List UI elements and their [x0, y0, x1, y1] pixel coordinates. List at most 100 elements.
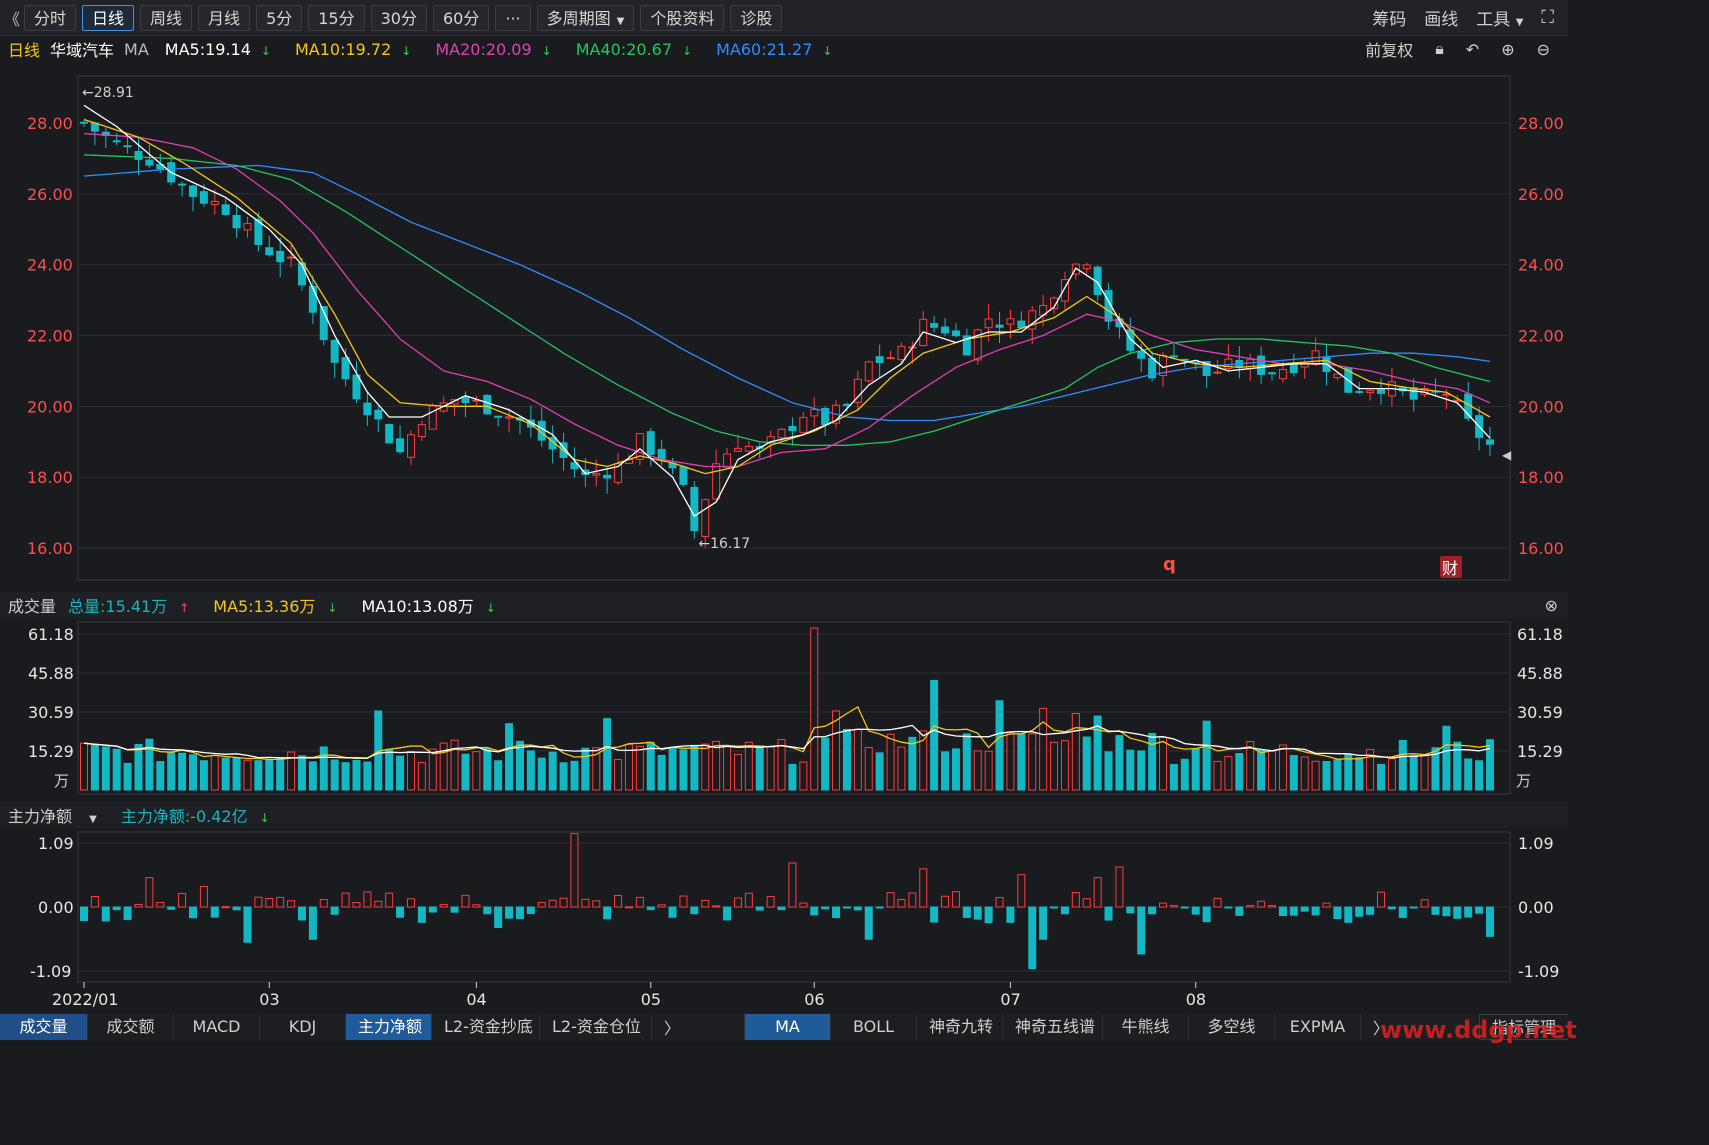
- flow-bar: [319, 899, 328, 908]
- flow-bar: [156, 901, 165, 908]
- candle-body: [1104, 290, 1113, 322]
- flow-bar: [712, 905, 721, 908]
- candle-body: [1213, 371, 1222, 374]
- candle-body: [1366, 390, 1375, 394]
- undo-icon[interactable]: ↶: [1465, 39, 1480, 59]
- overlay-tab-5[interactable]: 多空线: [1189, 1014, 1275, 1040]
- period-button-5[interactable]: 15分: [308, 4, 365, 31]
- indicator-tab-1[interactable]: 成交额: [88, 1014, 174, 1040]
- candle-body: [112, 140, 121, 143]
- flow-bar: [123, 906, 132, 920]
- flow-bar: [374, 900, 383, 908]
- flow-bar: [919, 868, 928, 908]
- overlay-tab-1[interactable]: BOLL: [831, 1014, 917, 1040]
- price-chart-bg: [0, 62, 1568, 590]
- flow-bar: [112, 906, 121, 911]
- candle-body: [297, 262, 306, 286]
- flow-bar: [1333, 906, 1342, 920]
- lock-icon[interactable]: 🔒︎: [1435, 39, 1444, 58]
- ma-item-text: MA60:21.27: [716, 39, 813, 59]
- indicator-tab-4[interactable]: 主力净额: [346, 1014, 432, 1040]
- period-button-7[interactable]: 60分: [433, 4, 490, 31]
- close-panel-icon[interactable]: ⊗: [1544, 595, 1558, 615]
- tools-button[interactable]: 工具 ▼: [1476, 5, 1523, 30]
- fullscreen-icon[interactable]: ⛶: [1541, 7, 1554, 28]
- volume-tick-right: 61.18: [1517, 625, 1563, 644]
- flow-chart[interactable]: 1.09 1.09 0.00 0.00 -1.09 -1.09 2022/01 03 04 05…: [0, 828, 1568, 1013]
- draw-line-button[interactable]: 画线: [1424, 10, 1459, 30]
- candle-body: [494, 415, 503, 418]
- candle-body: [1377, 389, 1386, 394]
- indicator-tab-2[interactable]: MACD: [174, 1014, 260, 1040]
- x-tick-label: 06: [804, 990, 824, 1009]
- period-button-6[interactable]: 30分: [370, 4, 427, 31]
- more-periods-button[interactable]: ···: [495, 4, 531, 31]
- flow-bar: [984, 906, 993, 924]
- candle-body: [232, 215, 241, 229]
- ma-item-3: MA40:20.67 ↓: [576, 40, 702, 59]
- flow-bar: [951, 891, 960, 908]
- flow-bar: [995, 897, 1004, 908]
- volume-bar: [1093, 715, 1102, 791]
- flow-bar: [1235, 906, 1244, 916]
- volume-bar: [1300, 756, 1309, 791]
- cai-marker[interactable]: 财: [1442, 559, 1458, 578]
- overlay-tab-3[interactable]: 神奇五线谱: [1003, 1014, 1103, 1040]
- caret-down-icon: ▼: [89, 814, 97, 825]
- diagnose-button[interactable]: 诊股: [730, 4, 783, 31]
- candle-body: [188, 185, 197, 197]
- volume-chart[interactable]: 61.18 61.18 45.88 45.88 30.59 30.59 15.29 15.29…: [0, 618, 1568, 798]
- volume-title[interactable]: 成交量: [8, 597, 57, 616]
- period-button-4[interactable]: 5分: [256, 4, 303, 31]
- candle-body: [330, 339, 339, 363]
- overlay-tab-0[interactable]: MA: [745, 1014, 831, 1040]
- chevron-right-icon[interactable]: 〉: [1372, 1019, 1389, 1038]
- candle-body: [701, 499, 710, 537]
- flow-bar: [1322, 902, 1331, 908]
- indicator-tab-6[interactable]: L2-资金仓位: [540, 1014, 652, 1040]
- candle-body: [428, 405, 437, 430]
- arrow-down-icon: ↓: [541, 43, 552, 58]
- period-button-0[interactable]: 分时: [24, 4, 77, 31]
- flow-bar: [254, 896, 263, 908]
- overlay-tab-4[interactable]: 牛熊线: [1103, 1014, 1189, 1040]
- volume-bar: [1475, 760, 1484, 791]
- price-chart[interactable]: 28.00 28.00 26.00 26.00 24.00 24.00 22.00 22.00…: [0, 62, 1568, 590]
- flow-bar: [603, 906, 612, 920]
- volume-bar: [1202, 720, 1211, 791]
- chevron-right-icon[interactable]: 〉: [663, 1019, 680, 1038]
- volume-bar: [145, 738, 154, 791]
- period-button-1[interactable]: 日线: [82, 4, 135, 31]
- period-button-2[interactable]: 周线: [140, 4, 193, 31]
- indicator-tab-5[interactable]: L2-资金抄底: [432, 1014, 540, 1040]
- adjust-button[interactable]: 前复权: [1365, 41, 1414, 60]
- high-marker: ←28.91: [82, 85, 134, 101]
- zoom-out-icon[interactable]: ⊖: [1536, 39, 1550, 59]
- candle-body: [1268, 372, 1277, 375]
- multi-period-button[interactable]: 多周期图 ▼: [536, 4, 635, 31]
- ma-label[interactable]: MA: [124, 39, 149, 59]
- overlay-tab-2[interactable]: 神奇九转: [917, 1014, 1003, 1040]
- period-button-3[interactable]: 月线: [198, 4, 251, 31]
- back-icon[interactable]: 《: [3, 9, 20, 29]
- volume-bar: [1322, 761, 1331, 791]
- candle-body: [417, 424, 426, 438]
- current-price-pointer-icon: ◀: [1502, 448, 1512, 462]
- flow-title[interactable]: 主力净额 ▼: [8, 803, 109, 827]
- flow-bar: [821, 906, 830, 910]
- flow-bar: [221, 906, 230, 909]
- indicator-tab-3[interactable]: KDJ: [260, 1014, 346, 1040]
- zoom-in-icon[interactable]: ⊕: [1501, 39, 1515, 59]
- volume-bar: [450, 739, 459, 791]
- indicator-management-button[interactable]: 指标管理: [1478, 1014, 1568, 1040]
- chips-button[interactable]: 筹码: [1372, 10, 1407, 30]
- indicator-tab-0[interactable]: 成交量: [0, 1014, 88, 1040]
- cai-marker-bg[interactable]: [1440, 556, 1462, 578]
- volume-bar: [897, 746, 906, 791]
- q-marker[interactable]: q: [1163, 554, 1176, 575]
- overlay-tab-6[interactable]: EXPMA: [1275, 1014, 1361, 1040]
- stock-info-button[interactable]: 个股资料: [640, 4, 725, 31]
- candle-body: [1006, 318, 1015, 325]
- volume-bar: [646, 741, 655, 791]
- candle-body: [254, 218, 263, 245]
